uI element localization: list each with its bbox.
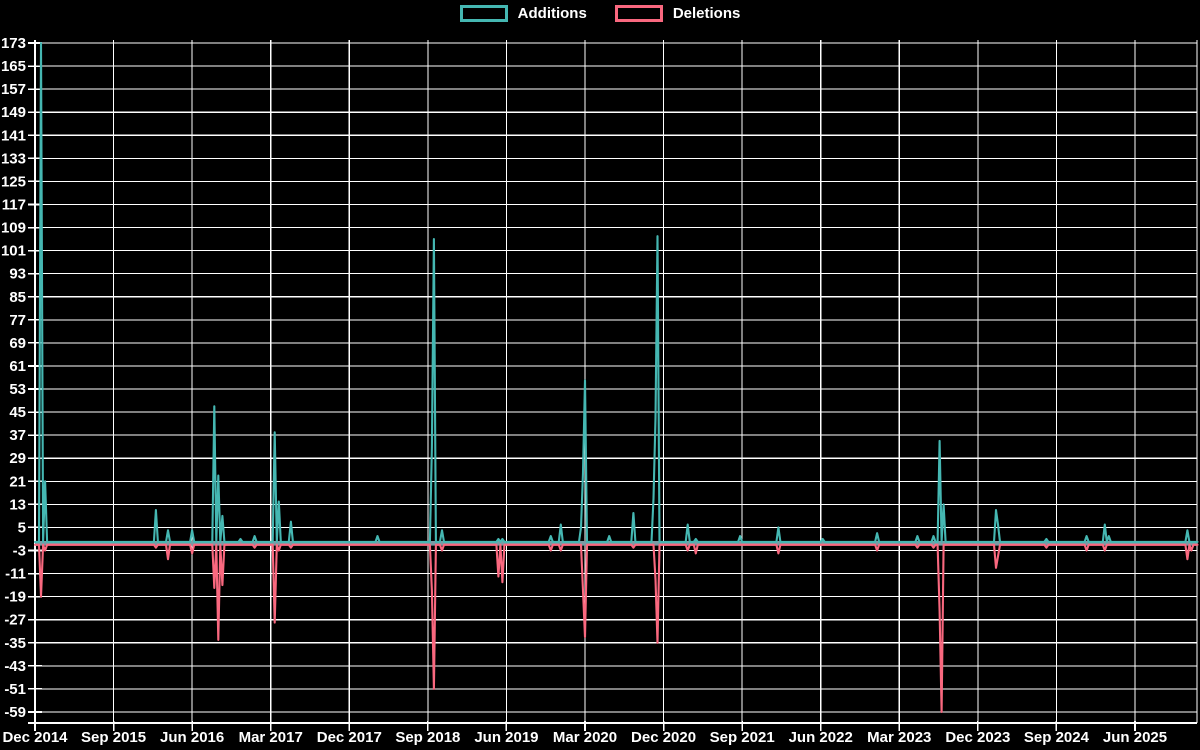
x-axis-label: Mar 2020 — [553, 729, 617, 746]
y-axis-label: 165 — [1, 58, 26, 75]
y-axis-label: 45 — [9, 404, 26, 421]
y-axis-label: 125 — [1, 173, 26, 190]
y-axis-label: 133 — [1, 150, 26, 167]
x-axis-label: Dec 2023 — [945, 729, 1010, 746]
x-axis-label: Jun 2022 — [789, 729, 853, 746]
y-axis-label: 149 — [1, 104, 26, 121]
y-axis-label: 93 — [9, 266, 26, 283]
y-axis-label: 53 — [9, 381, 26, 398]
x-axis-label: Jun 2019 — [474, 729, 538, 746]
x-axis-label: Mar 2017 — [239, 729, 303, 746]
y-axis-label: 69 — [9, 335, 26, 352]
y-axis-label: 61 — [9, 358, 26, 375]
legend-item-deletions[interactable]: Deletions — [614, 5, 741, 22]
y-axis-label: -3 — [13, 543, 26, 560]
legend-item-additions[interactable]: Additions — [459, 5, 587, 22]
y-axis-label: 13 — [9, 496, 26, 513]
y-axis-label: -11 — [5, 566, 26, 583]
y-axis-label: -19 — [4, 589, 26, 606]
x-axis-label: Jun 2025 — [1103, 729, 1167, 746]
y-axis-label: 157 — [1, 81, 26, 98]
y-axis-label: 117 — [2, 196, 26, 213]
x-axis-label: Dec 2020 — [631, 729, 696, 746]
y-axis-label: 5 — [18, 519, 26, 536]
legend-swatch-deletions — [614, 5, 663, 22]
y-axis-label: 109 — [1, 220, 26, 237]
y-axis-label: -51 — [4, 681, 26, 698]
y-axis-label: 101 — [1, 243, 26, 260]
additions-line — [33, 41, 1199, 543]
x-axis-label: Dec 2017 — [317, 729, 382, 746]
chart-legend: Additions Deletions — [0, 5, 1200, 22]
x-axis-label: Mar 2023 — [867, 729, 931, 746]
legend-label: Deletions — [672, 5, 741, 22]
y-axis-label: 85 — [9, 289, 26, 306]
legend-swatch-additions — [459, 5, 508, 22]
y-axis-label: -35 — [4, 635, 26, 652]
x-axis-label: Sep 2018 — [395, 729, 460, 746]
y-axis-label: 29 — [9, 450, 26, 467]
y-axis-label: -59 — [4, 704, 26, 721]
legend-label: Additions — [517, 5, 587, 22]
x-axis-label: Sep 2015 — [81, 729, 146, 746]
y-axis-label: -27 — [4, 612, 26, 629]
y-axis-label: 21 — [9, 473, 26, 490]
y-axis-label: 77 — [9, 312, 26, 329]
x-axis-label: Sep 2021 — [710, 729, 775, 746]
x-axis-label: Sep 2024 — [1024, 729, 1090, 746]
y-axis-label: 141 — [1, 127, 26, 144]
y-axis-label: 37 — [9, 427, 26, 444]
deletions-line — [33, 543, 1199, 714]
y-axis-label: 173 — [1, 35, 26, 52]
x-axis-label: Dec 2014 — [2, 729, 68, 746]
x-axis-label: Jun 2016 — [160, 729, 224, 746]
y-axis-label: -43 — [4, 658, 26, 675]
